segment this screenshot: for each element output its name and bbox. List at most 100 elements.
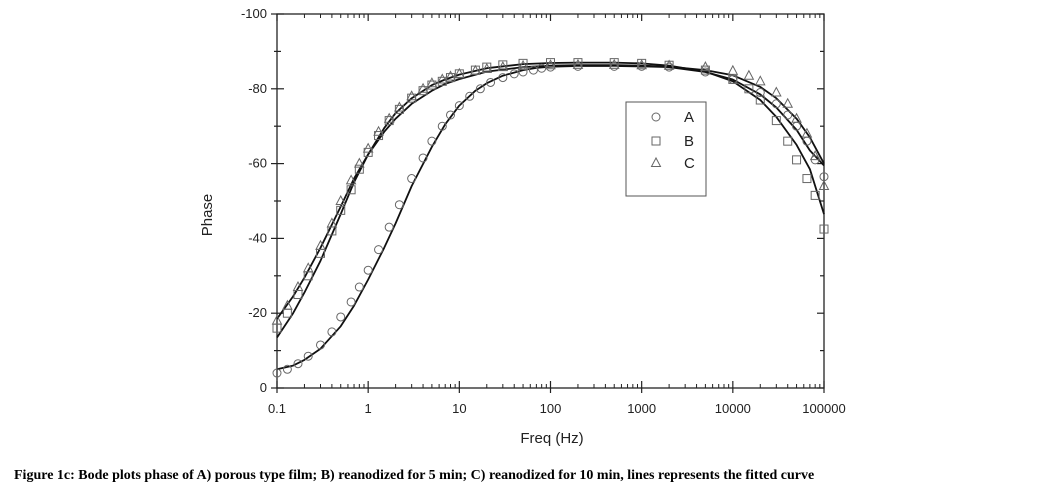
fit-line-c: [276, 64, 825, 320]
data-point-a: [354, 282, 364, 292]
plot-frame: [276, 13, 825, 389]
data-point-a: [486, 77, 496, 87]
data-point-c: [497, 61, 509, 72]
y-tick-label: -60: [248, 156, 267, 171]
x-tick-label: 10: [452, 401, 466, 416]
y-tick-label: -80: [248, 81, 267, 96]
data-point-a: [407, 174, 417, 184]
data-point-c: [394, 101, 405, 112]
x-tick-label: 0.1: [268, 401, 286, 416]
data-point-a: [293, 359, 303, 369]
data-point-a: [418, 153, 428, 163]
data-point-a: [327, 327, 337, 337]
data-point-b: [346, 185, 356, 195]
legend-marker-c: [650, 156, 662, 167]
data-point-a: [465, 91, 475, 101]
data-point-c: [663, 59, 675, 70]
fit-lines: [276, 61, 825, 371]
data-point-b: [810, 190, 820, 200]
y-tick-labels: -100 -80 -60 -40 -20 0: [241, 6, 267, 395]
data-point-c: [426, 77, 438, 88]
data-point-b: [755, 95, 765, 105]
data-point-a: [475, 84, 485, 94]
legend-label-c: C: [684, 155, 695, 172]
data-point-b: [498, 60, 508, 70]
x-tick-labels: 0.1 1 10 100 1000 10000 100000: [268, 401, 846, 416]
data-point-a: [498, 73, 508, 83]
data-point-a: [315, 340, 325, 350]
x-tick-label: 100: [540, 401, 562, 416]
data-point-b: [546, 58, 555, 68]
data-point-c: [383, 112, 395, 123]
data-point-a: [528, 65, 538, 75]
data-point-c: [445, 70, 456, 81]
data-point-b: [783, 136, 793, 146]
data-point-b: [819, 224, 829, 234]
data-point-c: [292, 280, 304, 292]
y-tick-label: -20: [248, 305, 267, 320]
data-point-b: [792, 155, 802, 165]
data-point-a: [437, 121, 447, 131]
data-point-a: [336, 312, 346, 322]
y-tick-label: 0: [260, 380, 267, 395]
data-point-a: [454, 101, 464, 111]
y-tick-label: -40: [248, 230, 267, 245]
data-point-a: [282, 364, 292, 374]
data-point-b: [573, 58, 583, 68]
data-point-c: [791, 112, 802, 123]
data-point-a: [771, 99, 781, 109]
data-point-c: [454, 67, 465, 78]
x-axis-title: Freq (Hz): [520, 430, 583, 447]
data-point-a: [755, 88, 765, 98]
data-point-b: [518, 58, 528, 68]
data-point-a: [303, 351, 313, 361]
data-point-a: [445, 110, 455, 120]
data-point-a: [509, 69, 519, 79]
data-point-a: [272, 368, 282, 378]
data-point-c: [545, 59, 556, 70]
data-point-c: [818, 179, 830, 191]
data-point-b: [802, 174, 812, 184]
data-point-c: [373, 125, 384, 136]
data-point-b: [336, 205, 346, 215]
data-point-c: [727, 64, 739, 75]
data-point-c: [335, 194, 347, 205]
data-point-b: [609, 58, 619, 68]
legend-marker-a: [651, 112, 661, 122]
data-point-c: [481, 62, 493, 73]
data-point-c: [700, 61, 711, 72]
data-point-a: [363, 265, 373, 275]
data-point-c: [517, 59, 529, 70]
data-point-a: [427, 136, 437, 146]
legend: A B C: [625, 101, 707, 197]
data-point-c: [282, 299, 293, 310]
data-point-c: [636, 59, 647, 70]
x-tick-label: 100000: [802, 401, 845, 416]
data-point-a: [374, 245, 384, 255]
data-point-c: [406, 90, 417, 101]
data-point-c: [743, 69, 755, 80]
data-point-c: [809, 150, 821, 161]
legend-label-a: A: [684, 109, 694, 126]
data-point-b: [744, 84, 754, 94]
bode-phase-chart: -100 -80 -60 -40 -20 0 0.1 1 10 100 1000 10000 1000…: [199, 6, 846, 447]
data-point-c: [436, 73, 448, 84]
data-point-c: [271, 314, 283, 325]
fit-line-a: [276, 65, 825, 371]
data-point-c: [362, 142, 374, 153]
data-point-c: [315, 239, 326, 250]
data-point-a: [537, 63, 547, 73]
data-point-c: [782, 97, 794, 108]
data-markers: [271, 58, 830, 378]
x-tick-label: 1: [365, 401, 372, 416]
x-tick-label: 10000: [715, 401, 751, 416]
data-point-b: [354, 164, 364, 174]
data-point-a: [783, 110, 793, 120]
legend-marker-b: [651, 136, 661, 146]
data-point-a: [394, 200, 404, 210]
data-point-c: [608, 58, 620, 69]
y-tick-label: -100: [241, 6, 267, 21]
data-point-c: [354, 157, 365, 168]
axis-ticks: [271, 13, 825, 393]
y-axis-title: Phase: [199, 194, 216, 237]
